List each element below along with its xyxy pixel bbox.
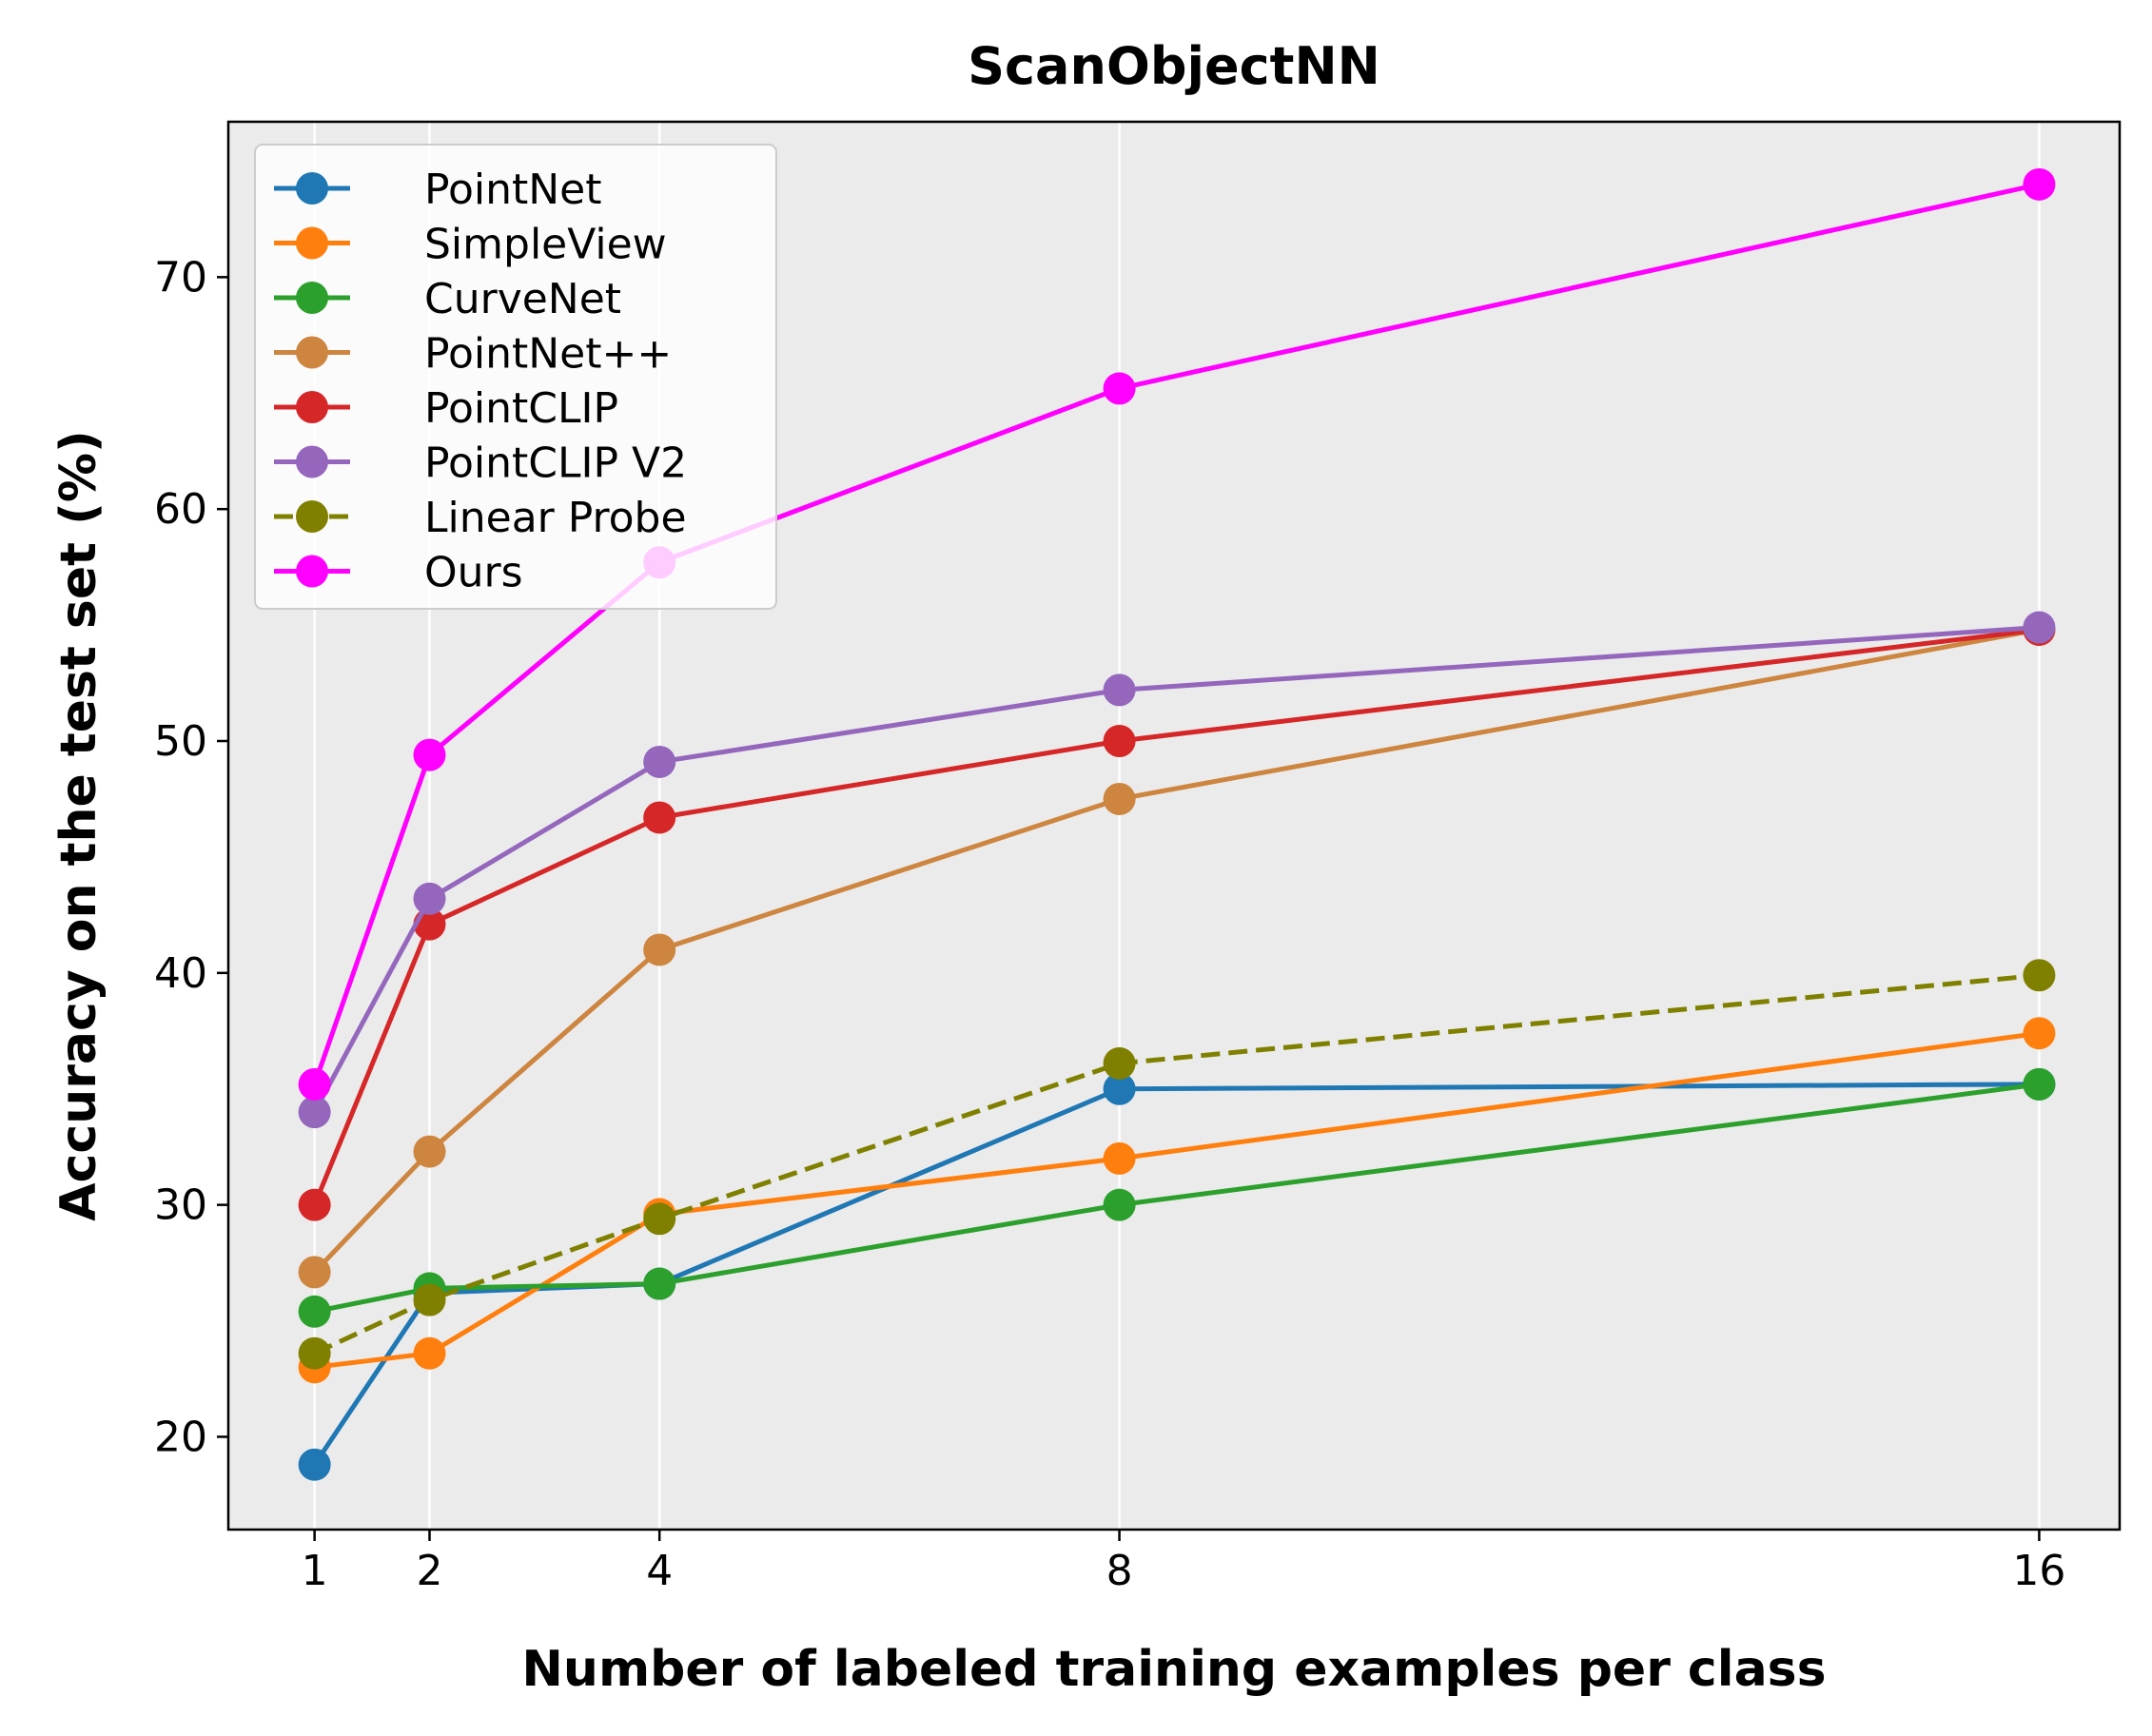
legend-item: SimpleView xyxy=(274,221,667,269)
data-point xyxy=(298,1256,331,1289)
data-point xyxy=(2023,611,2056,644)
data-point xyxy=(643,1267,676,1300)
legend-label: PointNet++ xyxy=(424,330,672,379)
legend-item: PointCLIP V2 xyxy=(274,439,687,488)
series-pointclip-v2 xyxy=(298,611,2056,1129)
data-point xyxy=(1103,1046,1136,1080)
legend-label: PointCLIP V2 xyxy=(424,439,687,488)
legend-marker xyxy=(296,172,328,205)
data-point xyxy=(1103,782,1136,815)
y-tick-label: 30 xyxy=(154,1181,207,1230)
data-point xyxy=(1103,725,1136,758)
data-point xyxy=(643,801,676,834)
legend-label: PointNet xyxy=(424,166,601,214)
y-tick-label: 20 xyxy=(154,1413,207,1461)
data-point xyxy=(413,738,446,771)
legend-marker xyxy=(296,555,328,588)
data-point xyxy=(298,1336,331,1370)
data-point xyxy=(1103,1141,1136,1175)
legend-marker xyxy=(296,226,328,260)
legend-marker xyxy=(296,336,328,369)
data-point xyxy=(643,1202,676,1236)
data-point xyxy=(643,745,676,778)
data-point xyxy=(1103,1188,1136,1221)
legend-item: Ours xyxy=(274,549,523,597)
data-point xyxy=(1103,673,1136,707)
legend-label: Linear Probe xyxy=(424,494,687,542)
data-point xyxy=(298,1096,331,1129)
legend-item: PointNet++ xyxy=(274,330,672,379)
legend-label: SimpleView xyxy=(424,221,667,269)
legend-label: CurveNet xyxy=(424,275,621,323)
data-point xyxy=(2023,167,2056,201)
y-tick-label: 70 xyxy=(154,253,207,302)
x-tick-label: 4 xyxy=(646,1547,673,1595)
data-point xyxy=(298,1067,331,1101)
legend-marker xyxy=(296,445,328,478)
x-tick-label: 2 xyxy=(416,1547,442,1595)
y-tick-label: 60 xyxy=(154,485,207,534)
series-layer xyxy=(298,167,2056,1481)
data-point xyxy=(413,882,446,915)
legend-item: Linear Probe xyxy=(274,494,687,542)
data-point xyxy=(1103,1072,1136,1105)
legend-box xyxy=(254,144,777,610)
data-point xyxy=(298,1295,331,1328)
x-axis-title: Number of labeled training examples per … xyxy=(521,1641,1826,1698)
series-linear-probe xyxy=(298,959,2056,1370)
legend-item: PointNet xyxy=(274,166,601,214)
x-tick-label: 1 xyxy=(302,1547,328,1595)
x-axis: 1 2 4 8 16 xyxy=(302,1530,2065,1595)
plot-frame xyxy=(226,120,2122,1531)
y-tick-label: 50 xyxy=(154,717,207,766)
data-point xyxy=(2023,959,2056,992)
legend-label: Ours xyxy=(424,549,523,597)
y-axis-title: Accuracy on the test set (%) xyxy=(50,430,108,1220)
legend-marker xyxy=(296,391,328,423)
data-point xyxy=(413,1135,446,1168)
legend-label: PointCLIP xyxy=(424,384,618,433)
y-tick-label: 40 xyxy=(154,949,207,998)
data-point xyxy=(1103,372,1136,405)
legend-marker xyxy=(296,500,328,533)
legend-item: PointCLIP xyxy=(274,384,618,433)
x-tick-label: 8 xyxy=(1106,1547,1133,1595)
legend: PointNet SimpleView CurveNet PointNet++ Poin… xyxy=(254,144,777,610)
data-point xyxy=(643,933,676,966)
data-point xyxy=(413,1283,446,1317)
data-point xyxy=(2023,1017,2056,1050)
legend-item: CurveNet xyxy=(274,275,621,323)
data-point xyxy=(413,1336,446,1370)
y-axis: 20 30 40 50 60 70 xyxy=(154,253,228,1461)
x-tick-label: 16 xyxy=(2012,1547,2065,1595)
legend-marker xyxy=(296,282,328,314)
data-point xyxy=(298,1448,331,1481)
chart-title: ScanObjectNN xyxy=(968,36,1380,96)
data-point xyxy=(298,1188,331,1221)
data-point xyxy=(2023,1067,2056,1101)
